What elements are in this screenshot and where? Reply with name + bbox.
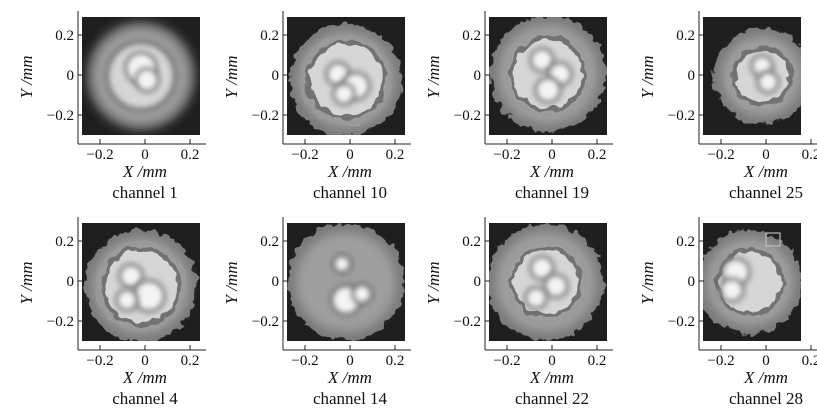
x-axis-label: X /mm	[743, 368, 788, 387]
x-tick-label: 0	[346, 147, 354, 163]
y-tick-label: 0.2	[260, 28, 279, 44]
beam-profile-image	[703, 223, 801, 341]
y-axis-label: Y /mm	[638, 56, 657, 99]
axes: 0.2 0 −0.2 −0.2 0 0.2 Y /mm X /mm	[424, 11, 613, 181]
x-tick-label: 0.2	[802, 147, 817, 163]
beam-profile-image	[82, 223, 200, 341]
beam-panel: 0.2 0 −0.2 −0.2 0 0.2 Y /mm X /mm channel 28	[638, 217, 817, 408]
y-tick-label: 0.2	[55, 28, 74, 44]
y-axis-label: Y /mm	[638, 262, 657, 305]
channel-label: channel 25	[729, 183, 803, 202]
x-tick-label: −0.2	[291, 353, 318, 369]
x-tick-label: −0.2	[86, 147, 113, 163]
y-tick-label: −0.2	[47, 108, 74, 124]
beam-profile-image	[703, 17, 801, 135]
channel-label: channel 19	[515, 183, 589, 202]
x-tick-label: 0.2	[588, 147, 607, 163]
x-tick-label: −0.2	[493, 353, 520, 369]
y-tick-label: −0.2	[47, 314, 74, 330]
x-tick-label: 0	[141, 353, 149, 369]
x-tick-label: −0.2	[493, 147, 520, 163]
x-tick-label: 0.2	[588, 353, 607, 369]
channel-label: channel 10	[313, 183, 387, 202]
x-tick-label: −0.2	[707, 147, 734, 163]
y-axis-label: Y /mm	[17, 262, 36, 305]
x-tick-label: 0.2	[181, 353, 200, 369]
x-axis-label: X /mm	[529, 162, 574, 181]
y-axis-label: Y /mm	[222, 262, 241, 305]
channel-label: channel 1	[112, 183, 178, 202]
y-tick-label: 0.2	[462, 28, 481, 44]
marker-square	[765, 232, 781, 247]
x-tick-label: 0	[548, 353, 556, 369]
beam-profile-image	[489, 17, 607, 135]
x-axis-label: X /mm	[327, 162, 372, 181]
beam-profile-image	[287, 17, 405, 135]
x-tick-label: 0.2	[181, 147, 200, 163]
beam-profile-image	[489, 223, 607, 341]
y-tick-label: 0.2	[462, 234, 481, 250]
axes: 0.2 0 −0.2 −0.2 0 0.2 Y /mm X /mm	[222, 217, 411, 387]
channel-label: channel 28	[729, 389, 803, 408]
beam-profile-image	[287, 223, 405, 341]
axes: 0.2 0 −0.2 −0.2 0 0.2 Y /mm X /mm	[424, 217, 613, 387]
x-tick-label: 0	[141, 147, 149, 163]
x-tick-label: 0.2	[802, 353, 817, 369]
y-tick-label: 0	[67, 68, 75, 84]
y-tick-label: 0	[688, 274, 696, 290]
beam-panel: 0.2 0 −0.2 −0.2 0 0.2 Y /mm X /mm channel 25	[638, 11, 817, 202]
y-tick-label: 0	[688, 68, 696, 84]
y-tick-label: 0.2	[260, 234, 279, 250]
x-axis-label: X /mm	[327, 368, 372, 387]
y-tick-label: 0.2	[55, 234, 74, 250]
y-axis-label: Y /mm	[222, 56, 241, 99]
y-tick-label: 0	[474, 68, 482, 84]
channel-label: channel 14	[313, 389, 388, 408]
y-tick-label: −0.2	[668, 314, 695, 330]
x-tick-label: 0.2	[386, 147, 405, 163]
y-tick-label: 0	[67, 274, 75, 290]
beam-panel: 0.2 0 −0.2 −0.2 0 0.2 Y /mm X /mm channel 14	[222, 217, 411, 408]
beam-panel: 0.2 0 −0.2 −0.2 0 0.2 Y /mm X /mm channel 19	[424, 11, 613, 202]
y-tick-label: −0.2	[454, 314, 481, 330]
x-axis-label: X /mm	[529, 368, 574, 387]
channel-label: channel 4	[112, 389, 178, 408]
beam-panel: 0.2 0 −0.2 −0.2 0 0.2 Y /mm X /mm channel 1	[17, 11, 206, 202]
x-tick-label: 0	[762, 353, 770, 369]
y-tick-label: 0	[474, 274, 482, 290]
y-tick-label: −0.2	[454, 108, 481, 124]
x-axis-label: X /mm	[122, 162, 167, 181]
y-tick-label: 0	[272, 68, 280, 84]
x-tick-label: 0	[762, 147, 770, 163]
beam-profile-image	[82, 17, 200, 135]
axes: 0.2 0 −0.2 −0.2 0 0.2 Y /mm X /mm	[222, 11, 411, 181]
y-tick-label: −0.2	[668, 108, 695, 124]
x-axis-label: X /mm	[743, 162, 788, 181]
axes: 0.2 0 −0.2 −0.2 0 0.2 Y /mm X /mm	[17, 217, 206, 387]
axes: 0.2 0 −0.2 −0.2 0 0.2 Y /mm X /mm	[638, 11, 817, 181]
x-tick-label: −0.2	[291, 147, 318, 163]
y-tick-label: −0.2	[252, 108, 279, 124]
beam-panel: 0.2 0 −0.2 −0.2 0 0.2 Y /mm X /mm channel 22	[424, 217, 613, 408]
y-tick-label: 0.2	[676, 234, 695, 250]
y-axis-label: Y /mm	[17, 56, 36, 99]
beam-panel: 0.2 0 −0.2 −0.2 0 0.2 Y /mm X /mm channel 4	[17, 217, 206, 408]
x-tick-label: −0.2	[707, 353, 734, 369]
y-tick-label: 0.2	[676, 28, 695, 44]
x-tick-label: −0.2	[86, 353, 113, 369]
axes: 0.2 0 −0.2 −0.2 0 0.2 Y /mm X /mm	[17, 11, 206, 181]
y-tick-label: −0.2	[252, 314, 279, 330]
y-axis-label: Y /mm	[424, 56, 443, 99]
channel-label: channel 22	[515, 389, 589, 408]
y-axis-label: Y /mm	[424, 262, 443, 305]
x-tick-label: 0	[548, 147, 556, 163]
axes: 0.2 0 −0.2 −0.2 0 0.2 Y /mm X /mm	[638, 217, 817, 387]
y-tick-label: 0	[272, 274, 280, 290]
x-tick-label: 0.2	[386, 353, 405, 369]
x-tick-label: 0	[346, 353, 354, 369]
beam-panel: 0.2 0 −0.2 −0.2 0 0.2 Y /mm X /mm channel 10	[222, 11, 411, 202]
x-axis-label: X /mm	[122, 368, 167, 387]
